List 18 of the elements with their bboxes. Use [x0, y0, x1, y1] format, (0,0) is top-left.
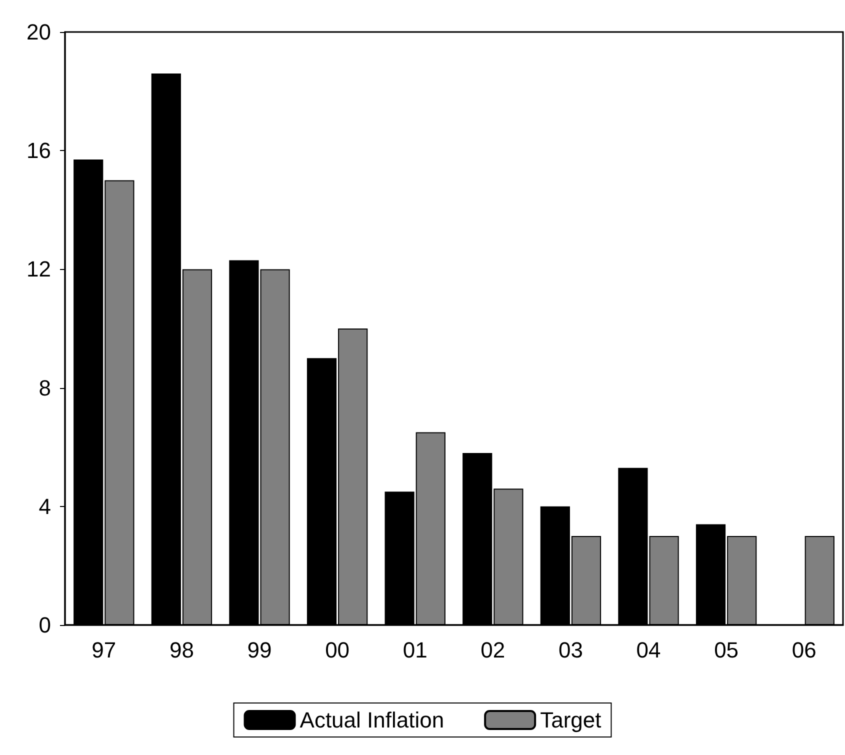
legend-label: Actual Inflation — [300, 708, 444, 732]
x-tick-label: 00 — [325, 638, 350, 662]
y-tick-label: 16 — [26, 138, 51, 164]
x-tick-label: 98 — [169, 638, 194, 662]
x-tick-label: 97 — [92, 638, 116, 662]
x-tick-label: 04 — [636, 638, 661, 662]
y-tick-label: 12 — [26, 256, 51, 282]
y-tick-label: 0 — [38, 612, 51, 638]
x-tick-label: 05 — [714, 638, 739, 662]
legend-label: Target — [540, 708, 602, 732]
x-tick-label: 01 — [402, 638, 428, 662]
y-tick-label: 4 — [38, 494, 51, 519]
x-tick-label: 02 — [480, 638, 506, 662]
x-tick-label: 03 — [558, 638, 583, 662]
y-tick-label: 8 — [38, 375, 51, 400]
x-tick-label: 06 — [792, 638, 816, 662]
x-tick-label: 99 — [247, 638, 272, 662]
y-tick-label: 20 — [26, 20, 51, 44]
